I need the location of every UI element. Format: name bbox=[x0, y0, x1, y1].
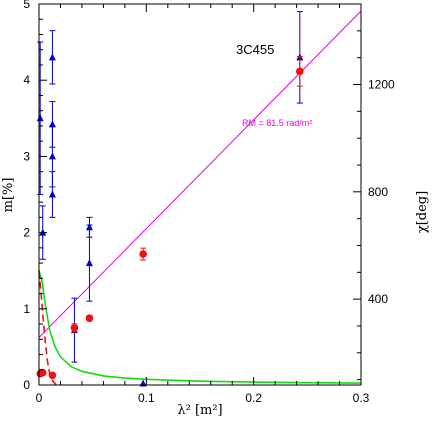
pol-fraction-point bbox=[36, 114, 44, 122]
plot-frame bbox=[38, 3, 362, 386]
y-left-tick-label: 4 bbox=[23, 73, 30, 87]
pol-fraction-point bbox=[48, 53, 56, 61]
pol-fraction-point bbox=[48, 152, 56, 160]
tick-labels: 0 0.1 0.2 0.3 0 1 2 3 4 5 400 800 1200 bbox=[23, 0, 395, 405]
x-axis-label: λ² [m²] bbox=[177, 403, 222, 418]
rm-label: RM = 81.5 rad/m² bbox=[242, 118, 312, 128]
pol-fraction-point bbox=[48, 190, 56, 198]
y-axis-right-label: χ[deg] bbox=[415, 191, 430, 233]
y-right-tick-label: 400 bbox=[368, 292, 388, 306]
pol-angle-point bbox=[38, 368, 47, 377]
y-left-tick-label: 0 bbox=[23, 378, 30, 392]
fit-lines bbox=[38, 10, 362, 386]
pol-angle-point bbox=[139, 250, 147, 258]
y-left-tick-label: 5 bbox=[23, 0, 30, 11]
y-right-tick-label: 800 bbox=[368, 185, 388, 199]
x-tick-label: 0 bbox=[36, 391, 43, 405]
axis-ticks bbox=[38, 3, 362, 386]
y-axis-left-label: m[%] bbox=[1, 178, 16, 213]
y-right-tick-label: 1200 bbox=[368, 77, 395, 91]
pol-fraction-point bbox=[85, 259, 93, 267]
pol-angle-point bbox=[70, 324, 79, 332]
pol-angle-point bbox=[85, 314, 94, 322]
x-tick-label: 0.2 bbox=[245, 391, 262, 405]
y-left-tick-label: 1 bbox=[23, 302, 30, 316]
x-tick-label: 0.1 bbox=[138, 391, 155, 405]
y-left-tick-label: 2 bbox=[23, 226, 30, 240]
pol-fraction-point bbox=[48, 120, 56, 128]
x-tick-label: 0.3 bbox=[353, 391, 370, 405]
pol-angle-point bbox=[296, 67, 304, 76]
depol-model-dashed bbox=[38, 270, 57, 386]
rm-fit-line bbox=[38, 10, 362, 338]
pol-angle-point bbox=[48, 371, 57, 380]
source-label: 3C455 bbox=[236, 42, 274, 57]
data-series bbox=[36, 11, 304, 387]
depol-model-line bbox=[38, 270, 362, 384]
y-left-tick-label: 3 bbox=[23, 149, 30, 163]
